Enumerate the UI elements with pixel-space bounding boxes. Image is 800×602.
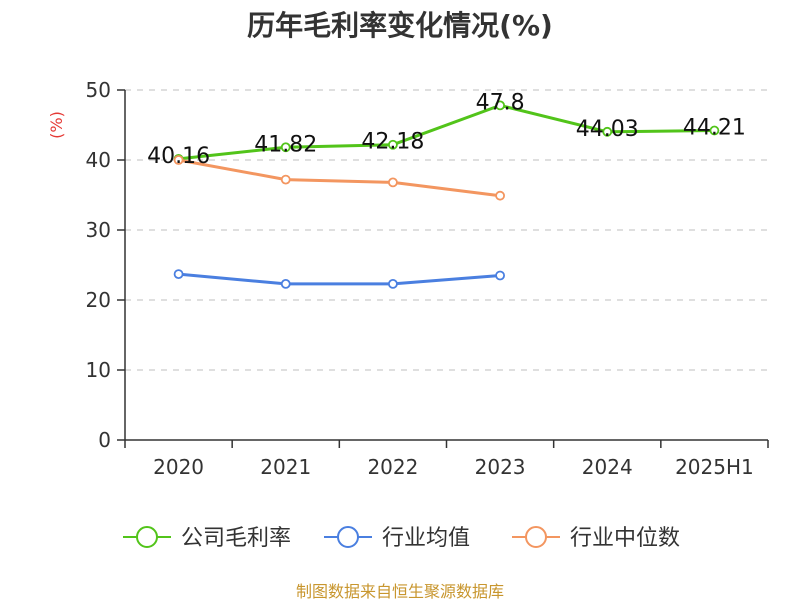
x-tick-label: 2020 (153, 455, 204, 479)
legend-item: 行业均值 (324, 526, 470, 551)
data-label: 42.18 (361, 130, 424, 155)
data-label: 44.03 (576, 117, 639, 142)
x-tick-label: 2022 (367, 455, 418, 479)
data-point (173, 269, 184, 280)
data-point (709, 125, 720, 136)
data-point (280, 174, 291, 185)
legend-item: 行业中位数 (512, 526, 680, 551)
y-tick-label: 40 (86, 148, 111, 172)
data-point (495, 100, 505, 111)
series-line (178, 272, 501, 286)
data-point (388, 177, 398, 188)
legend-label: 行业中位数 (570, 526, 680, 551)
data-point (280, 142, 291, 153)
data-label: 44.21 (683, 116, 746, 141)
legend: 公司毛利率 行业均值 行业中位数 (123, 526, 680, 551)
legend-marker (136, 526, 158, 548)
data-point (173, 155, 184, 165)
x-tick-label: 2021 (260, 455, 311, 479)
data-labels: 40.16 41.82 42.18 47.8 44.03 44.21 (147, 90, 746, 168)
data-point (388, 139, 398, 150)
series-line (178, 158, 501, 198)
series-lines (173, 100, 720, 289)
legend-label: 公司毛利率 (181, 526, 291, 551)
data-label: 41.82 (254, 132, 317, 157)
data-point (280, 278, 291, 289)
data-point (388, 278, 398, 289)
y-tick-label: 50 (86, 78, 111, 102)
series-line (178, 103, 715, 161)
legend-item: 公司毛利率 (123, 526, 291, 551)
y-tick-label: 30 (86, 218, 111, 242)
legend-label: 行业均值 (382, 526, 470, 551)
chart-title: 历年毛利率变化情况(%) (247, 9, 553, 42)
y-axis-label: (%) (47, 111, 66, 139)
y-tick-label: 0 (98, 428, 111, 452)
data-point (602, 126, 613, 137)
x-tick-label: 2023 (475, 455, 526, 479)
data-label: 40.16 (147, 144, 210, 169)
y-tick-label: 10 (86, 358, 111, 382)
x-tick-label: 2025H1 (675, 455, 754, 479)
data-point (495, 190, 505, 201)
y-tick-label: 20 (86, 288, 111, 312)
axes: 0 10 20 30 40 50 2020 2021 2022 2023 2024 2025H1 (%) (47, 78, 769, 479)
source-note: 制图数据来自恒生聚源数据库 (295, 582, 504, 601)
x-tick-label: 2024 (582, 455, 633, 479)
data-point (495, 270, 505, 281)
data-label: 47.8 (476, 90, 525, 115)
legend-marker (525, 526, 547, 548)
legend-marker (337, 526, 359, 548)
